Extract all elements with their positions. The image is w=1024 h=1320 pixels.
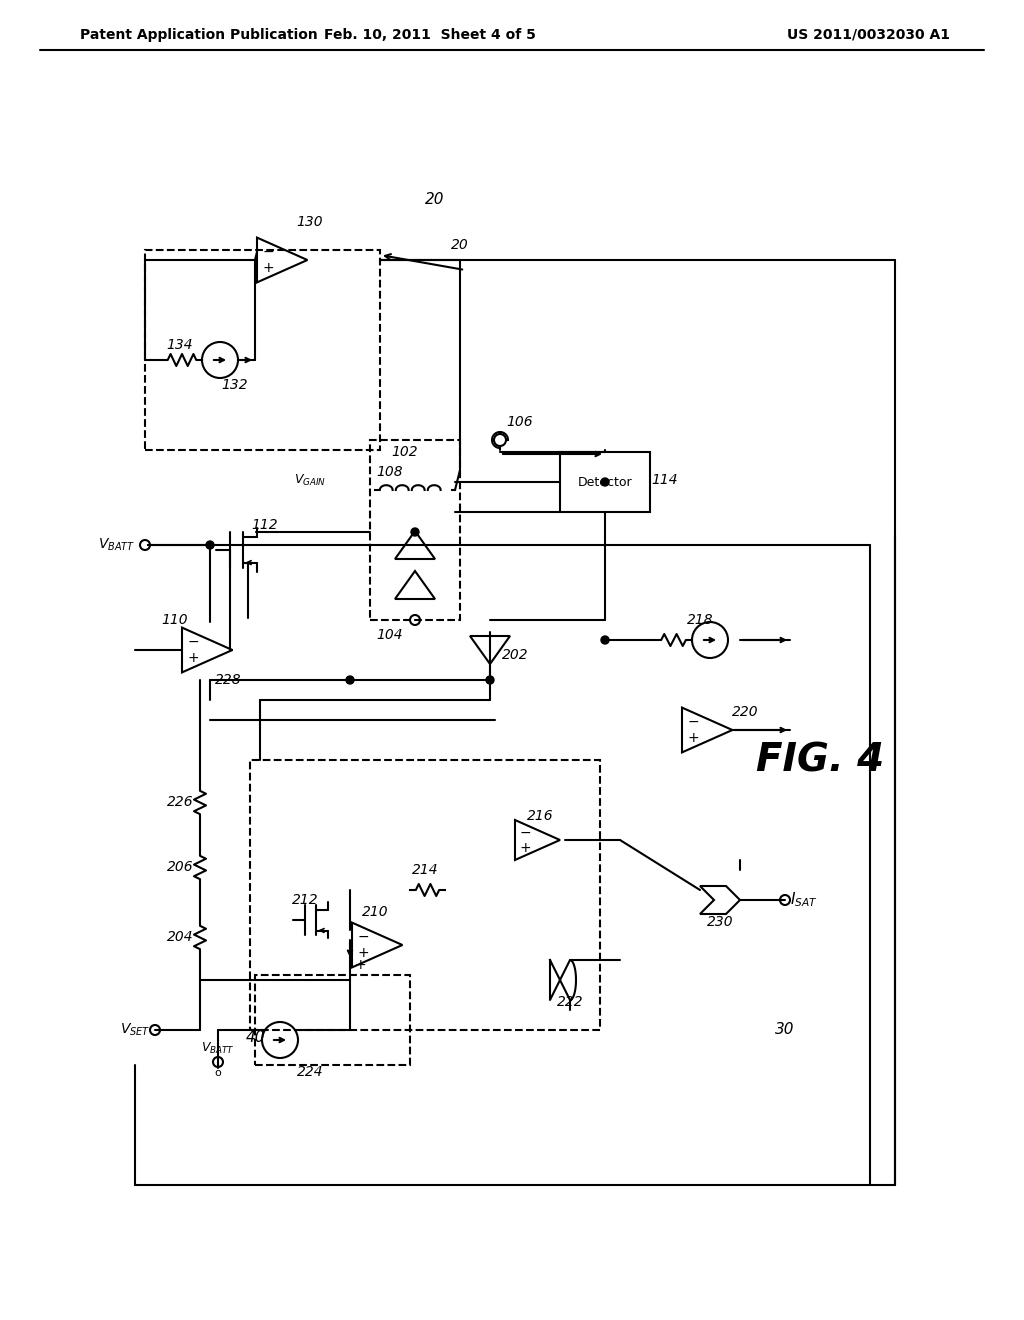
Text: +: + [262, 261, 274, 276]
Text: $V_{SET}$: $V_{SET}$ [120, 1022, 150, 1039]
Text: 20: 20 [452, 238, 469, 252]
Text: $I_{SAT}$: $I_{SAT}$ [790, 891, 818, 909]
Text: Patent Application Publication: Patent Application Publication [80, 28, 317, 42]
Text: 202: 202 [502, 648, 528, 663]
Text: 224: 224 [297, 1065, 324, 1078]
Bar [370, 440, 460, 620]
Text: $V_{BATT}$: $V_{BATT}$ [97, 537, 135, 553]
Text: Feb. 10, 2011  Sheet 4 of 5: Feb. 10, 2011 Sheet 4 of 5 [324, 28, 536, 42]
Text: 104: 104 [377, 628, 403, 642]
Text: 212: 212 [292, 894, 318, 907]
Text: 216: 216 [526, 809, 553, 822]
Text: 30: 30 [775, 1023, 795, 1038]
Text: FIG. 4: FIG. 4 [756, 741, 884, 779]
Text: 204: 204 [167, 931, 194, 944]
Text: 20: 20 [425, 193, 444, 207]
Bar [560, 451, 650, 512]
Text: $V_{GAIN}$: $V_{GAIN}$ [294, 473, 326, 487]
Text: $V_{BATT}$: $V_{BATT}$ [201, 1040, 234, 1056]
Text: 112: 112 [252, 517, 279, 532]
Text: −: − [687, 714, 699, 729]
Circle shape [601, 478, 609, 486]
Text: 218: 218 [687, 612, 714, 627]
Text: −: − [187, 635, 199, 648]
Text: 214: 214 [412, 863, 438, 876]
Text: 130: 130 [297, 215, 324, 228]
Bar [255, 975, 410, 1065]
Text: −: − [519, 825, 530, 840]
Text: +: + [687, 731, 699, 746]
Text: −: − [357, 929, 369, 944]
Text: +: + [357, 946, 369, 961]
Text: 226: 226 [167, 795, 194, 809]
Text: +: + [354, 958, 366, 972]
Text: +: + [187, 651, 199, 665]
Text: 220: 220 [732, 705, 759, 719]
Circle shape [411, 528, 419, 536]
Text: −: − [262, 244, 274, 259]
Text: 206: 206 [167, 861, 194, 874]
Text: 228: 228 [215, 673, 242, 686]
Circle shape [346, 676, 354, 684]
Bar [145, 249, 380, 450]
Bar [250, 760, 600, 1030]
Text: 114: 114 [651, 473, 678, 487]
Text: 132: 132 [221, 378, 248, 392]
Text: 106: 106 [507, 414, 534, 429]
Circle shape [486, 676, 494, 684]
Text: 110: 110 [162, 612, 188, 627]
Text: 230: 230 [707, 915, 733, 929]
Text: +: + [519, 841, 530, 854]
Text: US 2011/0032030 A1: US 2011/0032030 A1 [787, 28, 950, 42]
Circle shape [601, 636, 609, 644]
Text: Detector: Detector [578, 475, 632, 488]
Circle shape [206, 541, 214, 549]
Text: 134: 134 [167, 338, 194, 352]
Text: 222: 222 [557, 995, 584, 1008]
Text: 210: 210 [361, 906, 388, 919]
Text: 40: 40 [246, 1031, 265, 1045]
Text: 102: 102 [392, 445, 419, 459]
Text: 108: 108 [377, 465, 403, 479]
Text: o: o [215, 1068, 221, 1078]
